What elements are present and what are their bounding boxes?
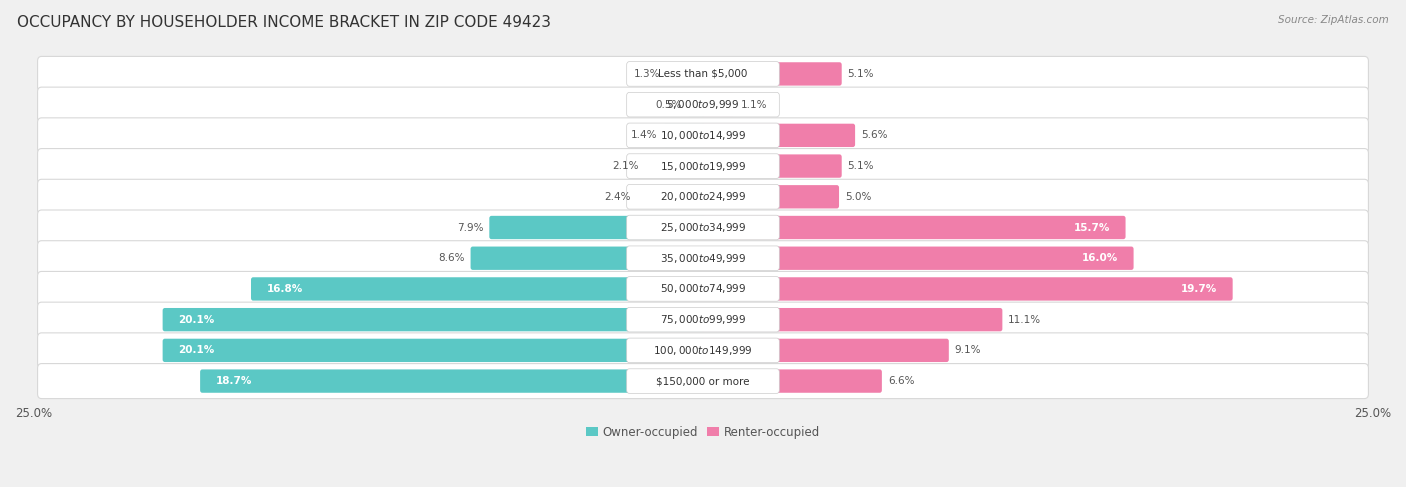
FancyBboxPatch shape	[700, 185, 839, 208]
FancyBboxPatch shape	[637, 185, 706, 208]
FancyBboxPatch shape	[200, 370, 706, 393]
FancyBboxPatch shape	[38, 271, 1368, 306]
Text: 11.1%: 11.1%	[1008, 315, 1042, 325]
FancyBboxPatch shape	[627, 338, 779, 363]
FancyBboxPatch shape	[627, 154, 779, 178]
FancyBboxPatch shape	[700, 62, 842, 86]
FancyBboxPatch shape	[38, 118, 1368, 153]
Text: 19.7%: 19.7%	[1181, 284, 1218, 294]
FancyBboxPatch shape	[700, 370, 882, 393]
FancyBboxPatch shape	[627, 246, 779, 270]
Text: 0.5%: 0.5%	[655, 100, 682, 110]
FancyBboxPatch shape	[627, 62, 779, 86]
FancyBboxPatch shape	[666, 62, 706, 86]
Text: 9.1%: 9.1%	[955, 345, 981, 356]
Text: Source: ZipAtlas.com: Source: ZipAtlas.com	[1278, 15, 1389, 25]
Text: 1.4%: 1.4%	[631, 131, 658, 140]
Text: 1.3%: 1.3%	[634, 69, 661, 79]
FancyBboxPatch shape	[489, 216, 706, 239]
Text: $100,000 to $149,999: $100,000 to $149,999	[654, 344, 752, 357]
Text: $20,000 to $24,999: $20,000 to $24,999	[659, 190, 747, 203]
Text: $5,000 to $9,999: $5,000 to $9,999	[666, 98, 740, 111]
FancyBboxPatch shape	[700, 338, 949, 362]
FancyBboxPatch shape	[38, 210, 1368, 245]
FancyBboxPatch shape	[252, 277, 706, 300]
Text: $10,000 to $14,999: $10,000 to $14,999	[659, 129, 747, 142]
Legend: Owner-occupied, Renter-occupied: Owner-occupied, Renter-occupied	[581, 421, 825, 444]
Text: 7.9%: 7.9%	[457, 223, 484, 232]
FancyBboxPatch shape	[38, 364, 1368, 398]
FancyBboxPatch shape	[700, 93, 734, 116]
Text: 1.1%: 1.1%	[741, 100, 768, 110]
Text: 20.1%: 20.1%	[179, 345, 214, 356]
FancyBboxPatch shape	[700, 216, 1126, 239]
Text: $150,000 or more: $150,000 or more	[657, 376, 749, 386]
Text: OCCUPANCY BY HOUSEHOLDER INCOME BRACKET IN ZIP CODE 49423: OCCUPANCY BY HOUSEHOLDER INCOME BRACKET …	[17, 15, 551, 30]
FancyBboxPatch shape	[644, 154, 706, 178]
FancyBboxPatch shape	[664, 124, 706, 147]
FancyBboxPatch shape	[700, 308, 1002, 331]
FancyBboxPatch shape	[700, 124, 855, 147]
Text: 16.0%: 16.0%	[1081, 253, 1118, 263]
FancyBboxPatch shape	[38, 56, 1368, 92]
Text: 5.0%: 5.0%	[845, 192, 872, 202]
Text: 18.7%: 18.7%	[215, 376, 252, 386]
FancyBboxPatch shape	[38, 302, 1368, 337]
Text: 2.1%: 2.1%	[612, 161, 638, 171]
Text: $50,000 to $74,999: $50,000 to $74,999	[659, 282, 747, 296]
FancyBboxPatch shape	[627, 185, 779, 209]
Text: $15,000 to $19,999: $15,000 to $19,999	[659, 160, 747, 172]
FancyBboxPatch shape	[38, 87, 1368, 122]
FancyBboxPatch shape	[700, 277, 1233, 300]
FancyBboxPatch shape	[163, 308, 706, 331]
Text: $75,000 to $99,999: $75,000 to $99,999	[659, 313, 747, 326]
Text: 16.8%: 16.8%	[267, 284, 302, 294]
FancyBboxPatch shape	[471, 246, 706, 270]
FancyBboxPatch shape	[38, 179, 1368, 214]
Text: 6.6%: 6.6%	[887, 376, 914, 386]
Text: 5.1%: 5.1%	[848, 161, 875, 171]
FancyBboxPatch shape	[627, 369, 779, 393]
FancyBboxPatch shape	[627, 307, 779, 332]
Text: Less than $5,000: Less than $5,000	[658, 69, 748, 79]
Text: 5.1%: 5.1%	[848, 69, 875, 79]
Text: $35,000 to $49,999: $35,000 to $49,999	[659, 252, 747, 265]
FancyBboxPatch shape	[700, 246, 1133, 270]
Text: 5.6%: 5.6%	[860, 131, 887, 140]
FancyBboxPatch shape	[688, 93, 706, 116]
FancyBboxPatch shape	[627, 277, 779, 301]
Text: 2.4%: 2.4%	[605, 192, 631, 202]
FancyBboxPatch shape	[627, 93, 779, 117]
FancyBboxPatch shape	[627, 123, 779, 148]
Text: 20.1%: 20.1%	[179, 315, 214, 325]
FancyBboxPatch shape	[163, 338, 706, 362]
FancyBboxPatch shape	[38, 241, 1368, 276]
Text: 8.6%: 8.6%	[439, 253, 464, 263]
FancyBboxPatch shape	[700, 154, 842, 178]
FancyBboxPatch shape	[38, 149, 1368, 184]
Text: $25,000 to $34,999: $25,000 to $34,999	[659, 221, 747, 234]
FancyBboxPatch shape	[38, 333, 1368, 368]
FancyBboxPatch shape	[627, 215, 779, 240]
Text: 15.7%: 15.7%	[1074, 223, 1109, 232]
